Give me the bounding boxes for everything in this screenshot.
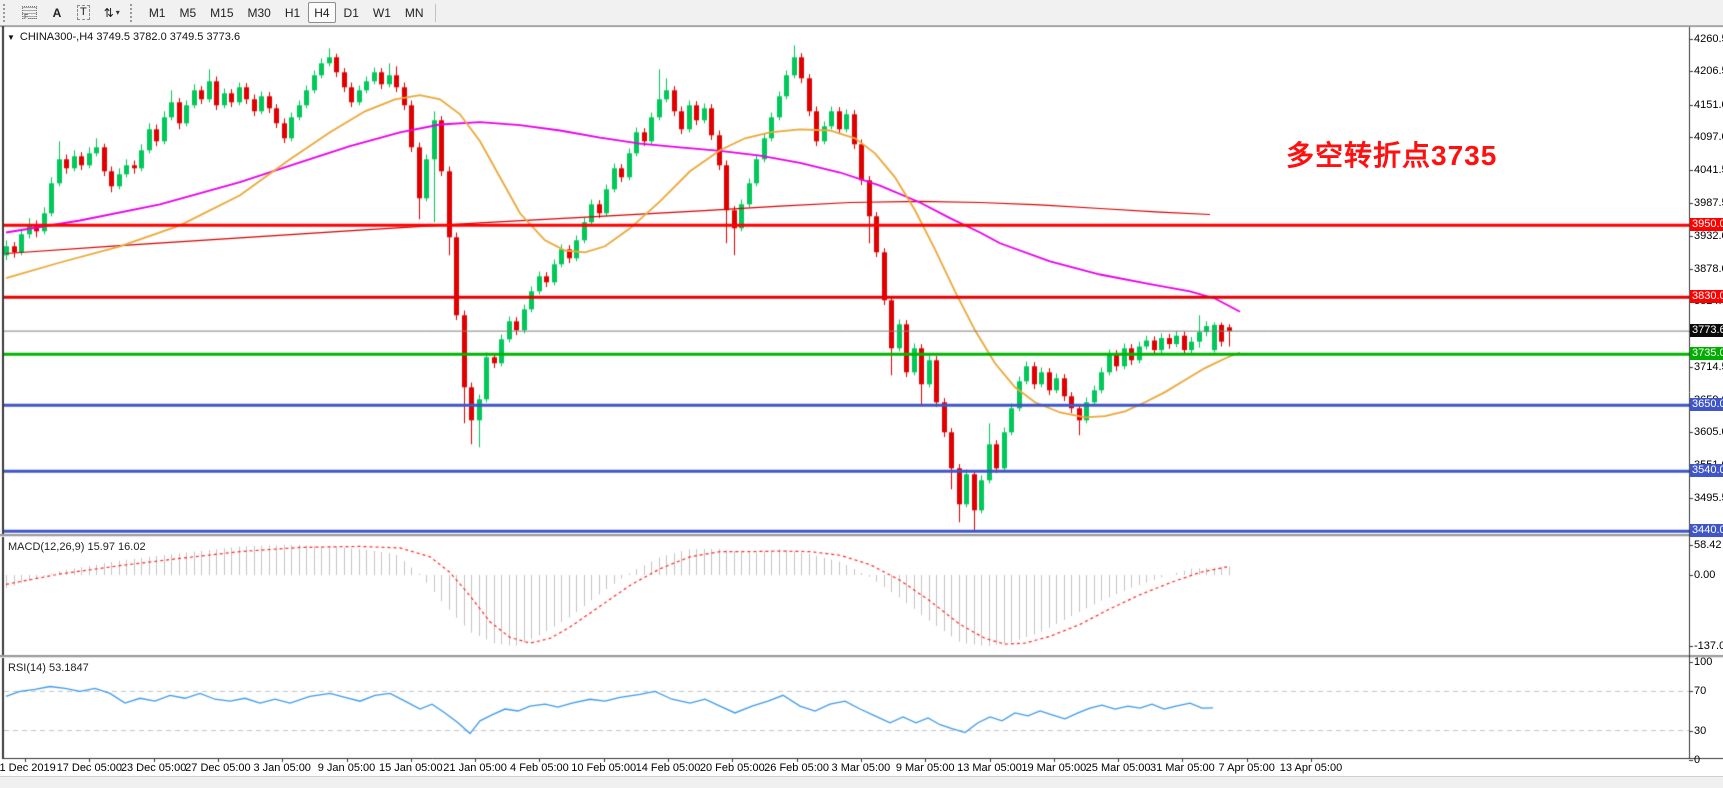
price-badge: 3540.0 (1690, 464, 1723, 478)
price-tick-label: 3605.0 (1694, 426, 1723, 439)
rsi-tick-label: 0 (1694, 754, 1701, 766)
date-label: 21 Jan 05:00 (443, 762, 507, 774)
tf-button-M15[interactable]: M15 (204, 2, 239, 23)
date-label: 10 Feb 05:00 (571, 762, 637, 774)
macd-label: MACD(12,26,9) 15.97 16.02 (8, 541, 146, 553)
price-tick-label: 3495.5 (1694, 492, 1723, 504)
tf-button-M1[interactable]: M1 (143, 2, 172, 23)
tf-button-MN[interactable]: MN (399, 2, 430, 23)
date-label: 3 Jan 05:00 (253, 762, 311, 774)
toolbar-separator (434, 3, 436, 22)
date-label: 7 Apr 05:00 (1218, 762, 1275, 774)
letter-t-icon: T (77, 5, 90, 20)
insert-label-button[interactable]: T (71, 2, 96, 23)
price-badge: 3830.0 (1690, 290, 1723, 304)
chart-window[interactable]: ▼ CHINA300-,H4 3749.5 3782.0 3749.5 3773… (0, 26, 1723, 788)
date-label: 19 Mar 05:00 (1021, 762, 1087, 774)
date-label: 3 Mar 05:00 (831, 762, 891, 774)
tf-button-D1[interactable]: D1 (338, 2, 365, 23)
tf-button-H1[interactable]: H1 (279, 2, 306, 23)
chart-shift-button[interactable]: F (16, 2, 43, 23)
date-label: 9 Jan 05:00 (317, 762, 376, 774)
date-label: 27 Dec 05:00 (185, 762, 251, 774)
rsi-tick-label: 100 (1694, 656, 1713, 668)
date-label: 15 Jan 05:00 (378, 762, 443, 774)
objects-arrange-button[interactable]: ⇅ ▾ (98, 2, 126, 23)
date-label: 26 Feb 05:00 (764, 762, 830, 774)
price-badge: 3735.0 (1690, 347, 1723, 361)
price-tick-label: 4151.0 (1694, 98, 1723, 111)
macd-tick-label: 58.42 (1694, 538, 1722, 551)
timeframe-group: M1 M5 M15 M30 H1 H4 D1 W1 MN (142, 2, 431, 23)
date-label: 11 Dec 2019 (0, 762, 56, 774)
rsi-label: RSI(14) 53.1847 (8, 662, 89, 674)
tf-button-W1[interactable]: W1 (367, 2, 397, 23)
insert-text-button[interactable]: A (45, 2, 69, 23)
date-label: 13 Mar 05:00 (957, 762, 1022, 774)
rsi-tick-label: 70 (1694, 685, 1707, 698)
toolbar-drag-handle[interactable] (3, 3, 12, 22)
price-tick-label: 4041.5 (1694, 164, 1723, 177)
price-tick-label: 4097.0 (1694, 131, 1723, 144)
date-label: 13 Apr 05:00 (1279, 762, 1343, 774)
date-label: 9 Mar 05:00 (895, 762, 955, 774)
date-label: 23 Dec 05:00 (120, 762, 187, 774)
price-tick-label: 3932.0 (1694, 230, 1723, 243)
price-tick-label: 3987.5 (1694, 196, 1723, 209)
price-tick-label: 4206.5 (1694, 65, 1723, 78)
date-label: 4 Feb 05:00 (510, 762, 569, 774)
symbol-dropdown-icon[interactable]: ▼ (7, 32, 15, 42)
price-tick-label: 3714.5 (1694, 360, 1723, 373)
tf-button-H4[interactable]: H4 (308, 2, 336, 23)
macd-tick-label: 0.00 (1694, 569, 1716, 581)
price-badge: 3440.0 (1690, 524, 1723, 538)
bottom-strip (0, 776, 1723, 788)
chart-canvas[interactable] (0, 26, 1723, 788)
macd-tick-label: -137.09 (1694, 640, 1723, 653)
toolbar: F A T ⇅ ▾ M1 M5 M15 M30 H1 H4 D1 W1 MN (0, 0, 1723, 26)
chevron-down-icon: ▾ (115, 8, 120, 17)
date-label: 31 Mar 05:00 (1149, 762, 1215, 774)
date-label: 14 Feb 05:00 (635, 762, 701, 774)
arrows-icon: ⇅ (103, 5, 114, 20)
symbol-title: CHINA300-,H4 3749.5 3782.0 3749.5 3773.6 (19, 31, 241, 43)
date-label: 17 Dec 05:00 (56, 762, 123, 774)
date-label: 20 Feb 05:00 (699, 762, 765, 774)
price-badge: 3773.6 (1690, 324, 1723, 338)
toolbar-drag-handle[interactable] (129, 3, 139, 22)
price-tick-label: 3878.0 (1694, 262, 1723, 275)
grid-f-icon: F (22, 6, 37, 21)
date-label: 25 Mar 05:00 (1085, 762, 1151, 774)
symbol-title-row: ▼ CHINA300-,H4 3749.5 3782.0 3749.5 3773… (7, 31, 240, 43)
price-badge: 3950.0 (1690, 218, 1723, 232)
price-badge: 3650.0 (1690, 398, 1723, 412)
annotation-text: 多空转折点3735 (1286, 140, 1498, 171)
rsi-tick-label: 30 (1694, 724, 1707, 737)
price-tick-label: 4260.5 (1694, 33, 1723, 45)
tf-button-M30[interactable]: M30 (242, 2, 277, 23)
letter-a-icon: A (52, 5, 62, 20)
tf-button-M5[interactable]: M5 (173, 2, 202, 23)
